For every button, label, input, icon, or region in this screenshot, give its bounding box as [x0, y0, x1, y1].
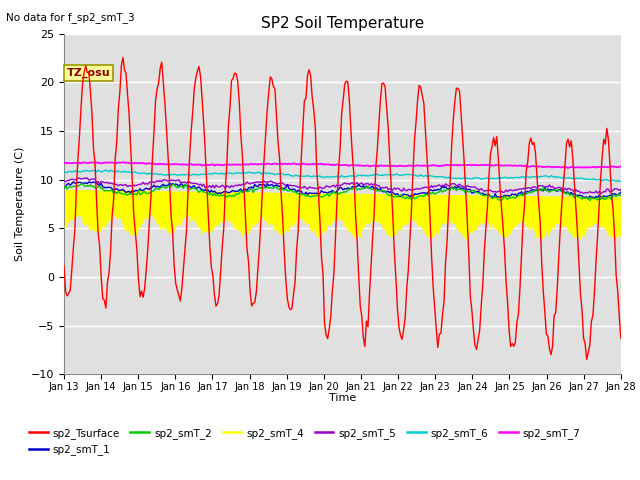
X-axis label: Time: Time — [329, 394, 356, 403]
Y-axis label: Soil Temperature (C): Soil Temperature (C) — [15, 147, 26, 261]
Text: No data for f_sp2_smT_3: No data for f_sp2_smT_3 — [6, 12, 135, 23]
Text: TZ_osu: TZ_osu — [67, 68, 111, 78]
Title: SP2 Soil Temperature: SP2 Soil Temperature — [260, 16, 424, 31]
Legend: sp2_Tsurface, sp2_smT_1, sp2_smT_2, sp2_smT_4, sp2_smT_5, sp2_smT_6, sp2_smT_7: sp2_Tsurface, sp2_smT_1, sp2_smT_2, sp2_… — [25, 424, 585, 459]
